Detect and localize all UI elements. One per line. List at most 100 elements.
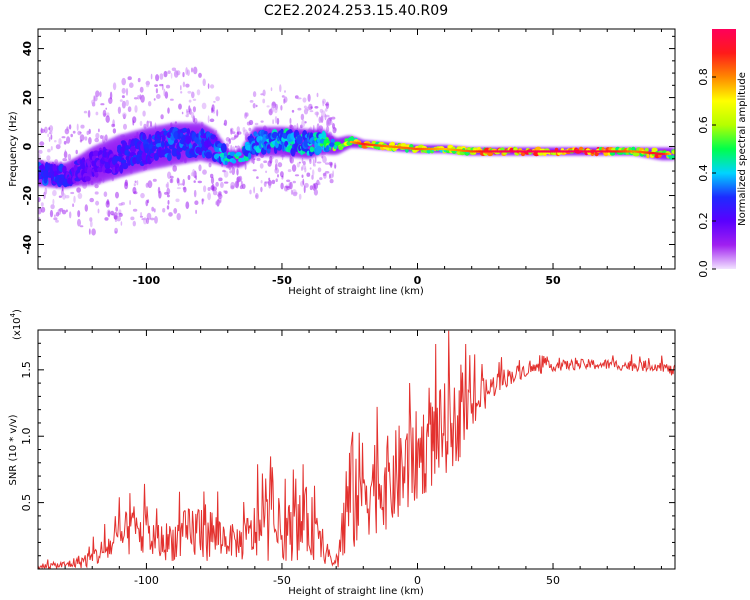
noise-blob: [309, 167, 312, 170]
ridge-cell: [182, 145, 188, 151]
noise-blob: [325, 114, 330, 118]
noise-blob: [84, 204, 89, 212]
noise-blob: [99, 91, 102, 98]
noise-blob: [39, 141, 45, 146]
ridge-cell: [185, 135, 192, 145]
noise-blob: [249, 100, 254, 103]
ridge-cell: [161, 134, 166, 142]
noise-blob: [236, 131, 239, 137]
noise-blob: [89, 197, 94, 203]
noise-blob: [274, 107, 278, 114]
ridge-cell: [148, 134, 152, 144]
ridge-cell: [644, 147, 649, 153]
noise-blob: [105, 115, 110, 123]
noise-blob: [192, 106, 196, 113]
noise-blob: [270, 87, 273, 92]
noise-blob: [77, 130, 82, 136]
noise-blob: [61, 209, 67, 215]
noise-blob: [93, 95, 98, 102]
ridge-cell: [632, 152, 640, 157]
noise-blob: [309, 159, 312, 164]
noise-blob: [207, 83, 210, 89]
noise-blob: [86, 130, 90, 135]
noise-blob: [166, 188, 171, 195]
noise-blob: [112, 82, 117, 91]
noise-blob: [252, 103, 256, 109]
colorbar-tick-label: 0.2: [697, 212, 710, 230]
noise-blob: [65, 209, 68, 213]
noise-blob: [79, 139, 83, 143]
ridge-cell: [245, 144, 252, 151]
ridge-cell: [344, 138, 349, 143]
noise-blob: [244, 112, 248, 119]
noise-blob: [153, 98, 156, 101]
noise-blob: [185, 67, 188, 75]
spectrogram-y-label: Frequency (Hz): [8, 111, 19, 187]
noise-blob: [182, 178, 185, 187]
noise-blob: [316, 92, 319, 98]
noise-blob: [281, 95, 285, 98]
noise-blob: [298, 193, 302, 200]
noise-blob: [310, 106, 313, 109]
noise-blob: [224, 181, 229, 184]
y-tick-label: 0.5: [20, 494, 33, 512]
colorbar-tick-label: 0.6: [697, 116, 710, 134]
noise-blob: [217, 193, 223, 200]
ridge-cell: [258, 140, 263, 150]
noise-blob: [211, 104, 215, 112]
noise-blob: [231, 167, 236, 175]
noise-blob: [97, 208, 100, 214]
noise-blob: [88, 137, 92, 145]
noise-blob: [284, 90, 286, 93]
snr-y-ticks: 0.5 1.0 1.5: [20, 342, 675, 557]
noise-blob: [296, 97, 302, 100]
noise-blob: [47, 148, 51, 153]
noise-blob: [61, 136, 66, 139]
noise-blob: [121, 95, 125, 99]
ridge-cell: [631, 146, 636, 152]
ridge-cell: [325, 145, 330, 152]
ridge-cell: [321, 130, 326, 139]
noise-blob: [202, 78, 206, 87]
noise-blob: [207, 115, 210, 123]
noise-blob: [252, 91, 257, 98]
spectrogram-x-label: Height of straight line (km): [288, 286, 424, 297]
noise-blob: [262, 98, 266, 104]
noise-blob: [62, 158, 67, 162]
noise-blob: [49, 130, 53, 135]
noise-blob: [94, 184, 99, 189]
noise-blob: [104, 134, 108, 141]
noise-blob: [316, 111, 319, 118]
noise-blob: [150, 217, 155, 221]
noise-blob: [208, 162, 212, 168]
noise-blob: [193, 189, 197, 198]
noise-blob: [215, 96, 220, 102]
noise-blob: [52, 190, 57, 197]
noise-blob: [326, 119, 329, 128]
noise-blob: [87, 110, 91, 118]
ridge-cell: [52, 163, 57, 172]
noise-blob: [265, 170, 268, 174]
ridge-cell: [296, 135, 303, 145]
noise-blob: [328, 161, 333, 166]
spectrogram-ridge: [38, 126, 675, 188]
noise-blob: [201, 102, 207, 110]
noise-blob: [259, 163, 264, 169]
ridge-cell: [92, 150, 100, 157]
noise-blob: [147, 180, 153, 189]
noise-blob: [292, 180, 296, 184]
noise-blob: [52, 198, 55, 205]
noise-blob: [302, 97, 307, 103]
noise-blob: [313, 189, 318, 196]
y-tick-label: -40: [21, 234, 34, 254]
noise-blob: [139, 86, 144, 93]
noise-blob: [94, 137, 99, 143]
y-tick-label: 1.0: [20, 427, 33, 445]
noise-blob: [312, 169, 315, 176]
noise-blob: [166, 194, 170, 198]
noise-blob: [68, 124, 72, 130]
noise-blob: [260, 186, 263, 193]
noise-blob: [272, 119, 274, 125]
noise-blob: [276, 117, 280, 125]
